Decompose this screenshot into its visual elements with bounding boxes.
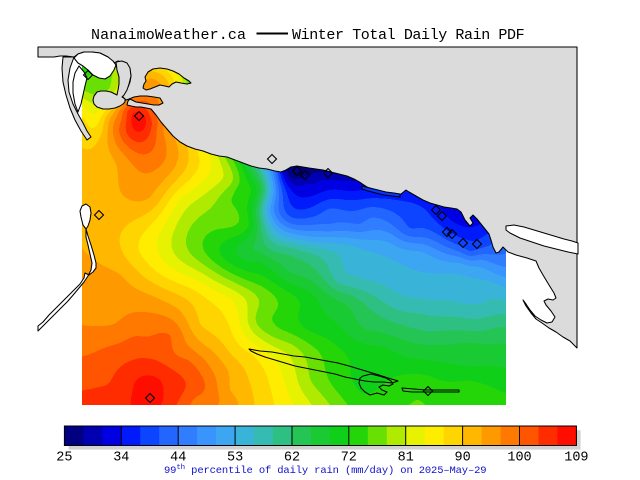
svg-text:44: 44 xyxy=(170,451,186,466)
svg-text:99th percentile of daily rain: 99th percentile of daily rain (mm/day) o… xyxy=(164,464,486,477)
svg-text:90: 90 xyxy=(454,451,470,466)
svg-text:Winter Total Daily Rain PDF: Winter Total Daily Rain PDF xyxy=(292,27,524,44)
svg-text:53: 53 xyxy=(227,451,243,466)
svg-text:72: 72 xyxy=(341,451,357,466)
svg-text:100: 100 xyxy=(507,451,531,466)
svg-text:81: 81 xyxy=(398,451,414,466)
svg-text:34: 34 xyxy=(113,451,129,466)
svg-text:25: 25 xyxy=(56,451,72,466)
svg-text:NanaimoWeather.ca: NanaimoWeather.ca xyxy=(91,27,246,44)
svg-text:109: 109 xyxy=(564,451,588,466)
svg-text:62: 62 xyxy=(284,451,300,466)
